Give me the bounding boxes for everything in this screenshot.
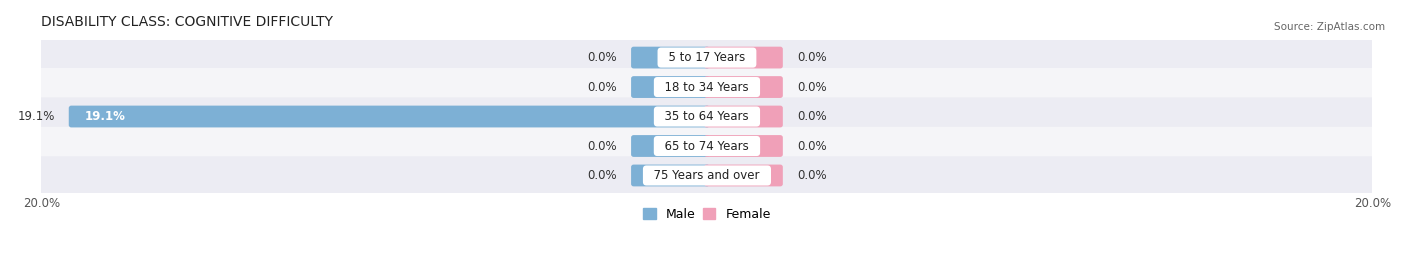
Text: 0.0%: 0.0% — [588, 80, 617, 94]
Text: 0.0%: 0.0% — [588, 169, 617, 182]
FancyBboxPatch shape — [704, 106, 783, 128]
FancyBboxPatch shape — [704, 135, 783, 157]
Text: 0.0%: 0.0% — [588, 51, 617, 64]
FancyBboxPatch shape — [631, 47, 710, 69]
FancyBboxPatch shape — [37, 38, 1378, 77]
FancyBboxPatch shape — [704, 47, 783, 69]
Text: 0.0%: 0.0% — [797, 51, 827, 64]
Text: 19.1%: 19.1% — [17, 110, 55, 123]
FancyBboxPatch shape — [37, 156, 1378, 195]
Text: 0.0%: 0.0% — [797, 110, 827, 123]
Text: 35 to 64 Years: 35 to 64 Years — [658, 110, 756, 123]
FancyBboxPatch shape — [631, 76, 710, 98]
Text: DISABILITY CLASS: COGNITIVE DIFFICULTY: DISABILITY CLASS: COGNITIVE DIFFICULTY — [42, 15, 333, 29]
Text: 19.1%: 19.1% — [84, 110, 125, 123]
Text: 0.0%: 0.0% — [797, 80, 827, 94]
FancyBboxPatch shape — [704, 165, 783, 186]
FancyBboxPatch shape — [69, 106, 710, 128]
Text: 0.0%: 0.0% — [588, 140, 617, 153]
Text: 0.0%: 0.0% — [797, 169, 827, 182]
Text: 5 to 17 Years: 5 to 17 Years — [661, 51, 752, 64]
FancyBboxPatch shape — [704, 76, 783, 98]
FancyBboxPatch shape — [37, 97, 1378, 136]
Text: 0.0%: 0.0% — [797, 140, 827, 153]
Text: Source: ZipAtlas.com: Source: ZipAtlas.com — [1274, 22, 1385, 31]
FancyBboxPatch shape — [37, 68, 1378, 106]
FancyBboxPatch shape — [631, 135, 710, 157]
Legend: Male, Female: Male, Female — [643, 208, 770, 221]
Text: 75 Years and over: 75 Years and over — [647, 169, 768, 182]
FancyBboxPatch shape — [37, 127, 1378, 165]
FancyBboxPatch shape — [631, 165, 710, 186]
Text: 65 to 74 Years: 65 to 74 Years — [658, 140, 756, 153]
Text: 18 to 34 Years: 18 to 34 Years — [658, 80, 756, 94]
